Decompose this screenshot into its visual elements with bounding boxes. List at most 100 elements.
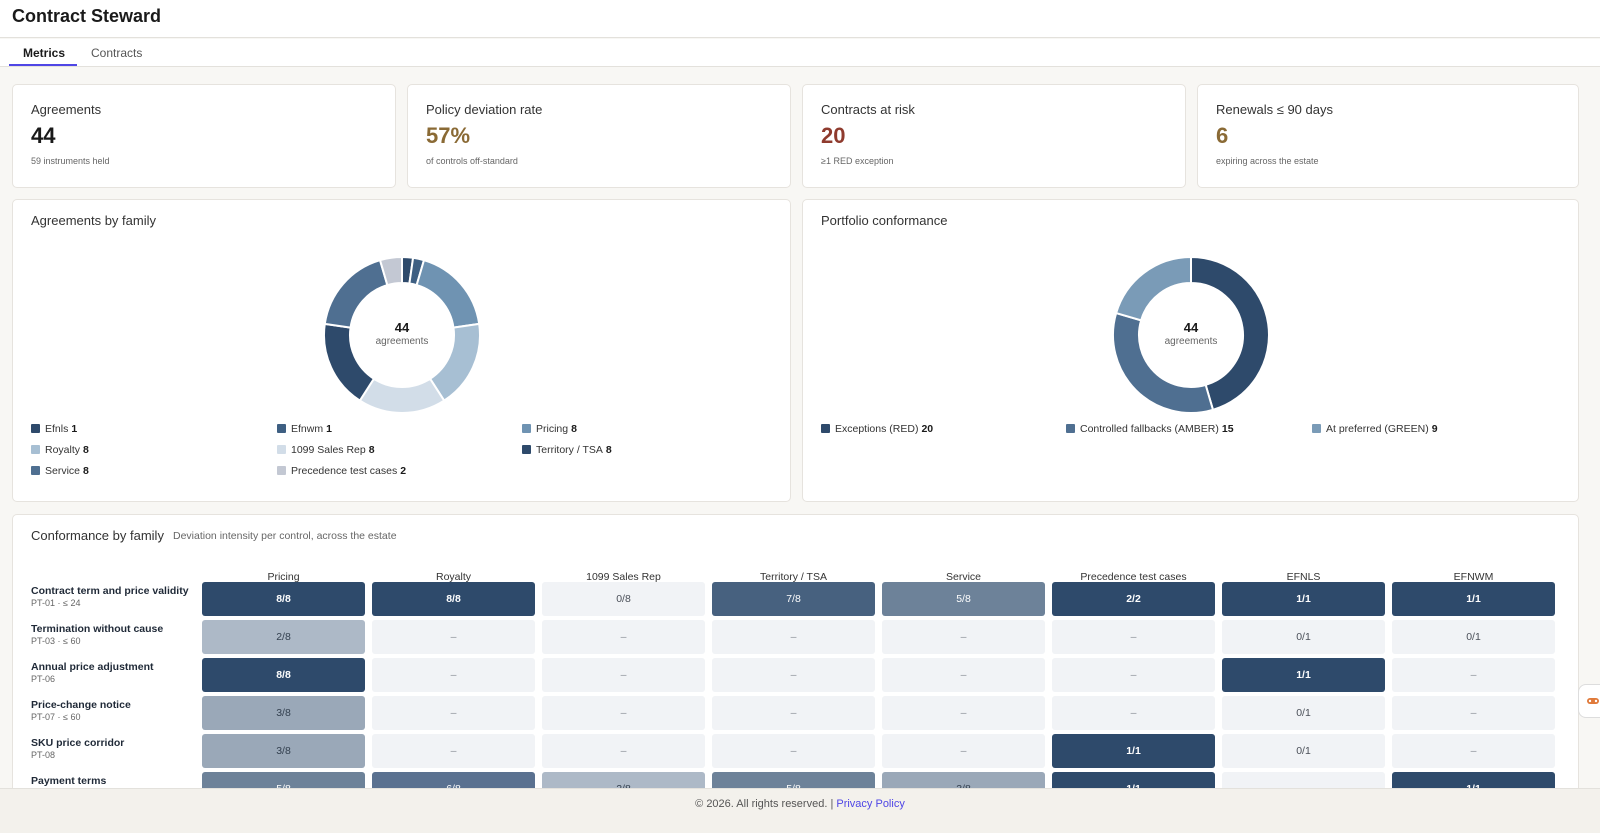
kpi-label: Policy deviation rate (426, 102, 543, 117)
heatmap-cell[interactable]: – (372, 696, 535, 730)
donut-caption: agreements (1164, 336, 1218, 347)
legend-label: Exceptions (RED) (835, 423, 919, 435)
legend-label: Royalty (45, 444, 81, 456)
heatmap-cell[interactable]: – (712, 620, 875, 654)
donut-slice-precedence-test-cases[interactable] (378, 255, 403, 287)
heatmap-cell[interactable]: – (542, 734, 705, 768)
heatmap-cell[interactable]: 1/1 (1222, 658, 1385, 692)
donut-slice-exceptions-red-[interactable] (1190, 255, 1270, 412)
privacy-policy-link[interactable]: Privacy Policy (836, 798, 905, 810)
heatmap-cell[interactable]: – (1052, 620, 1215, 654)
heatmap-cell[interactable]: – (1392, 734, 1555, 768)
legend-item[interactable]: Territory / TSA 8 (522, 444, 612, 456)
donut-total: 44 (394, 320, 410, 335)
legend-swatch (277, 466, 286, 475)
control-name: Termination without cause (31, 623, 164, 635)
legend-item[interactable]: At preferred (GREEN) 9 (1312, 423, 1438, 435)
legend-swatch (1312, 424, 1321, 433)
legend-item[interactable]: Royalty 8 (31, 444, 89, 456)
heatmap-cell[interactable]: 2/2 (1052, 582, 1215, 616)
donut-slice-at-preferred-green-[interactable] (1114, 255, 1192, 322)
heatmap-cell[interactable]: – (542, 658, 705, 692)
heatmap-cell[interactable]: – (1392, 658, 1555, 692)
control-name: SKU price corridor (31, 737, 125, 749)
heatmap-cell[interactable]: 1/1 (1222, 582, 1385, 616)
heatmap-cell[interactable]: 0/1 (1392, 620, 1555, 654)
control-code: PT-01 · ≤ 24 (31, 598, 81, 608)
heatmap-cell[interactable]: – (542, 696, 705, 730)
heatmap-row-label: Termination without cause PT-03 · ≤ 60 (31, 623, 206, 646)
heatmap-cell[interactable]: 5/8 (882, 582, 1045, 616)
heatmap-column-header: 1099 Sales Rep (586, 571, 661, 583)
legend-label: Pricing (536, 423, 569, 435)
heatmap-cell[interactable]: – (882, 620, 1045, 654)
heatmap-cell[interactable]: 0/8 (542, 582, 705, 616)
feedback-widget-button[interactable] (1578, 684, 1600, 718)
heatmap-cell[interactable]: – (712, 696, 875, 730)
legend-swatch (277, 445, 286, 454)
heatmap-cell[interactable]: 3/8 (202, 734, 365, 768)
heatmap-cell[interactable]: – (372, 734, 535, 768)
heatmap-cell[interactable]: 3/8 (202, 696, 365, 730)
heatmap-cell[interactable]: 8/8 (372, 582, 535, 616)
heatmap-cell[interactable]: 0/1 (1222, 620, 1385, 654)
donut-slice-1099-sales-rep[interactable] (358, 377, 446, 414)
legend-item[interactable]: Controlled fallbacks (AMBER) 15 (1066, 423, 1234, 435)
control-code: PT-06 (31, 674, 56, 684)
footer: © 2026. All rights reserved. | Privacy P… (0, 788, 1600, 833)
legend-label: Service (45, 465, 81, 477)
legend-swatch (821, 424, 830, 433)
heatmap-cell[interactable]: – (372, 620, 535, 654)
legend-label: Territory / TSA (536, 444, 603, 456)
legend-count: 1 (326, 423, 332, 435)
heatmap-cell[interactable]: – (1052, 696, 1215, 730)
heatmap-cell[interactable]: 1/1 (1392, 582, 1555, 616)
heatmap-cell[interactable]: 0/1 (1222, 734, 1385, 768)
donut-center: 44 agreements (1131, 320, 1251, 347)
kpi-card-deviation-rate: Policy deviation rate 57% of controls of… (407, 84, 791, 188)
heatmap-column-header: Territory / TSA (760, 571, 827, 583)
legend-swatch (31, 445, 40, 454)
heatmap-cell[interactable]: – (712, 734, 875, 768)
heatmap-title: Conformance by family (31, 528, 164, 543)
tab-contracts[interactable]: Contracts (91, 46, 143, 60)
legend-count: 8 (83, 444, 89, 456)
heatmap-cell[interactable]: – (712, 658, 875, 692)
legend-swatch (522, 445, 531, 454)
legend-item[interactable]: Efnwm 1 (277, 423, 332, 435)
heatmap-cell[interactable]: 2/8 (202, 620, 365, 654)
kpi-label: Contracts at risk (821, 102, 915, 117)
heatmap-cell[interactable]: 7/8 (712, 582, 875, 616)
control-name: Annual price adjustment (31, 661, 154, 673)
control-name: Price-change notice (31, 699, 131, 711)
heatmap-cell[interactable]: 0/1 (1222, 696, 1385, 730)
family-chart-panel: Agreements by family 44 agreements Efnls… (12, 199, 791, 502)
heatmap-cell[interactable]: – (372, 658, 535, 692)
donut-slice-service[interactable] (323, 258, 389, 329)
control-code: PT-08 (31, 750, 56, 760)
heatmap-cell[interactable]: 1/1 (1052, 734, 1215, 768)
legend-item[interactable]: Service 8 (31, 465, 89, 477)
legend-item[interactable]: 1099 Sales Rep 8 (277, 444, 375, 456)
heatmap-cell[interactable]: – (1392, 696, 1555, 730)
legend-item[interactable]: Pricing 8 (522, 423, 577, 435)
heatmap-cell[interactable]: – (882, 734, 1045, 768)
heatmap-cell[interactable]: – (882, 658, 1045, 692)
heatmap-cell[interactable]: – (1052, 658, 1215, 692)
heatmap-cell[interactable]: – (882, 696, 1045, 730)
kpi-card-renewals: Renewals ≤ 90 days 6 expiring across the… (1197, 84, 1579, 188)
heatmap-cell[interactable]: 8/8 (202, 582, 365, 616)
heatmap-cell[interactable]: 8/8 (202, 658, 365, 692)
app-header: Contract Steward (0, 0, 1600, 38)
legend-label: At preferred (GREEN) (1326, 423, 1429, 435)
legend-swatch (1066, 424, 1075, 433)
tab-metrics[interactable]: Metrics (23, 46, 66, 60)
legend-item[interactable]: Exceptions (RED) 20 (821, 423, 933, 435)
legend-item[interactable]: Efnls 1 (31, 423, 77, 435)
legend-count: 1 (71, 423, 78, 435)
legend-item[interactable]: Precedence test cases 2 (277, 465, 406, 477)
donut-slice-pricing[interactable] (415, 258, 481, 329)
legend-swatch (31, 466, 40, 475)
legend-label: 1099 Sales Rep (291, 444, 366, 456)
heatmap-cell[interactable]: – (542, 620, 705, 654)
